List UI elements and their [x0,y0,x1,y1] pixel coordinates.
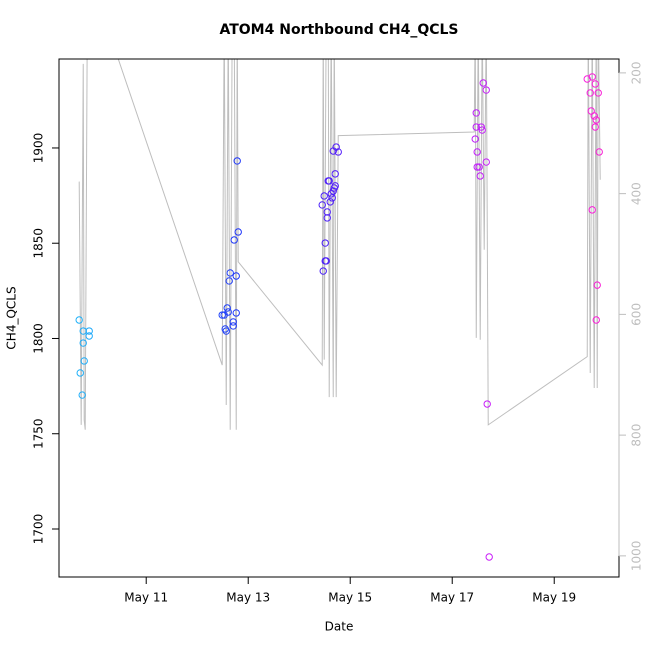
point [318,201,326,209]
point [76,369,84,377]
y2-tick-label: 800 [630,424,644,447]
point [321,239,329,247]
point [473,163,481,171]
point-layer [75,73,603,561]
point [482,158,490,166]
point [75,316,83,324]
point [319,267,327,275]
y2-tick-label: 1000 [630,541,644,572]
point [588,73,596,81]
point [485,553,493,561]
point [592,116,600,124]
y-tick-label: 1700 [32,514,46,545]
point [475,163,483,171]
point [586,89,594,97]
point [473,148,481,156]
point [222,327,230,335]
point [471,135,479,143]
point [229,322,237,330]
point [78,391,86,399]
point [591,123,599,131]
y-tick-label: 1750 [32,418,46,449]
point [332,143,340,151]
line [78,59,601,430]
point [479,79,487,87]
x-tick-label: May 19 [532,591,576,605]
point [590,112,598,120]
point [79,339,87,347]
x-tick-label: May 17 [430,591,474,605]
point [80,357,88,365]
point [329,187,337,195]
point [229,318,237,326]
point [331,170,339,178]
point [594,89,602,97]
point [85,332,93,340]
point [472,123,480,131]
y-tick-label: 1850 [32,228,46,259]
chart-title: ATOM4 Northbound CH4_QCLS [219,22,458,38]
x-axis-label: Date [325,620,354,634]
point [85,327,93,335]
point [331,182,339,190]
y2-tick-label: 600 [630,303,644,326]
point [232,272,240,280]
point [218,311,226,319]
point [323,214,331,222]
point [234,228,242,236]
point [225,277,233,285]
point [588,206,596,214]
point [472,109,480,117]
point [232,309,240,317]
point [230,236,238,244]
y-tick-label: 1800 [32,323,46,354]
x-tick-label: May 15 [328,591,372,605]
point [233,157,241,165]
point [320,192,328,200]
x-tick-label: May 11 [124,591,168,605]
point [325,177,333,185]
x-tick-label: May 13 [226,591,270,605]
point [591,80,599,88]
y-axis-label: CH4_QCLS [5,286,19,349]
point [482,86,490,94]
point [477,123,485,131]
point [328,194,336,202]
point [224,308,232,316]
point [595,148,603,156]
point [593,281,601,289]
y2-tick-label: 400 [630,182,644,205]
point [326,198,334,206]
point [322,257,330,265]
point [592,316,600,324]
point [226,269,234,277]
point [483,400,491,408]
line-layer [78,59,601,430]
point [334,148,342,156]
point [583,75,591,83]
point [476,172,484,180]
y-tick-label: 1900 [32,133,46,164]
y2-tick-label: 200 [630,61,644,84]
point [223,304,231,312]
point [478,126,486,134]
